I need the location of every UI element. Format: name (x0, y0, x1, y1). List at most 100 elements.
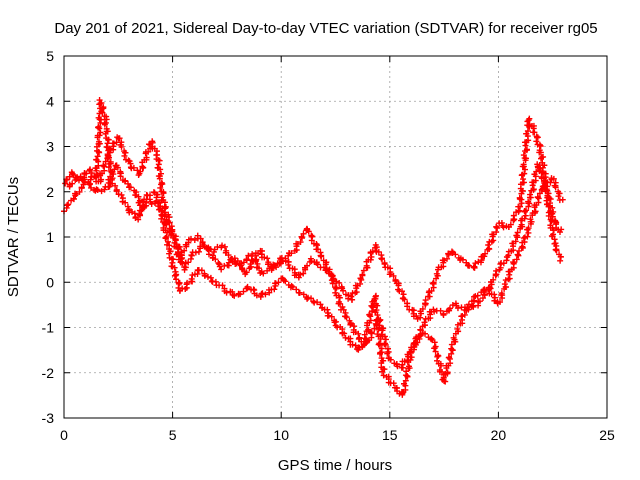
data-point (191, 236, 198, 243)
data-point (450, 334, 457, 341)
data-point (498, 290, 505, 297)
data-point (166, 228, 173, 235)
data-point (247, 261, 254, 268)
data-point (96, 138, 102, 145)
data-point (497, 261, 504, 268)
data-point (200, 241, 207, 248)
data-point (308, 237, 315, 244)
data-point (112, 182, 119, 189)
data-point (86, 166, 93, 173)
data-point (64, 202, 71, 209)
data-point (314, 242, 321, 249)
data-point (557, 257, 564, 264)
data-point (96, 132, 103, 139)
data-point (253, 292, 260, 299)
data-point (452, 251, 459, 258)
data-point (428, 287, 435, 294)
data-point (72, 174, 79, 181)
data-point (403, 368, 410, 375)
data-point (516, 194, 523, 201)
data-point (204, 273, 211, 280)
data-point (474, 292, 481, 299)
data-point (520, 235, 527, 242)
data-point (300, 230, 307, 237)
data-point (88, 170, 95, 177)
data-point (101, 186, 108, 193)
data-point (372, 293, 379, 300)
data-point (510, 212, 517, 219)
data-point (137, 168, 144, 175)
data-point (122, 199, 129, 206)
data-point (114, 164, 121, 171)
data-point (102, 158, 109, 165)
data-point (527, 216, 534, 223)
data-point (171, 272, 178, 279)
data-point (356, 344, 363, 351)
data-point (138, 207, 145, 214)
data-point (218, 266, 225, 273)
data-point (527, 191, 534, 198)
data-point (524, 127, 531, 134)
data-point (162, 235, 169, 242)
data-point (459, 256, 466, 263)
data-point (524, 233, 531, 240)
data-point (86, 181, 93, 188)
data-point (271, 262, 278, 269)
data-point (430, 279, 437, 286)
data-point (368, 329, 375, 336)
series-track-3 (66, 162, 566, 398)
data-point (349, 341, 356, 348)
data-point (257, 293, 264, 300)
data-point (500, 224, 507, 231)
data-point (465, 301, 472, 308)
data-point (379, 256, 385, 263)
data-point (264, 255, 271, 262)
data-point (380, 372, 387, 379)
data-point (113, 188, 120, 195)
data-point (523, 207, 530, 214)
data-point (518, 221, 525, 228)
data-point (285, 261, 292, 268)
data-point (332, 285, 339, 292)
data-point (164, 241, 171, 248)
data-point (261, 254, 268, 261)
data-point (307, 255, 314, 262)
data-point (520, 161, 527, 168)
data-point (448, 350, 455, 357)
data-point (328, 313, 335, 320)
data-point (170, 256, 177, 263)
data-point (516, 247, 523, 254)
data-point (225, 252, 232, 259)
data-point (231, 292, 238, 299)
data-point (553, 247, 560, 254)
data-point (399, 288, 406, 295)
data-point (525, 198, 532, 205)
data-point (444, 255, 451, 262)
data-point (365, 326, 372, 333)
data-point (513, 256, 520, 263)
data-point (493, 267, 500, 274)
data-point (101, 121, 108, 128)
data-point (268, 266, 275, 273)
data-point (260, 270, 267, 277)
data-point (255, 265, 262, 272)
data-point (162, 220, 169, 227)
data-point (83, 170, 90, 177)
data-point (545, 212, 552, 219)
data-point (446, 354, 453, 361)
data-point (556, 229, 563, 236)
data-point (523, 146, 530, 153)
data-point (243, 256, 250, 263)
y-tick-label: 5 (46, 48, 54, 64)
data-point (125, 157, 132, 164)
data-point (345, 295, 352, 302)
data-point (552, 246, 559, 253)
data-point (555, 193, 562, 200)
data-point (207, 274, 214, 281)
x-tick-label: 25 (599, 427, 615, 443)
data-point (377, 336, 384, 343)
data-point (262, 291, 269, 298)
data-point (375, 248, 382, 255)
data-point (520, 176, 527, 183)
data-point (375, 326, 382, 333)
